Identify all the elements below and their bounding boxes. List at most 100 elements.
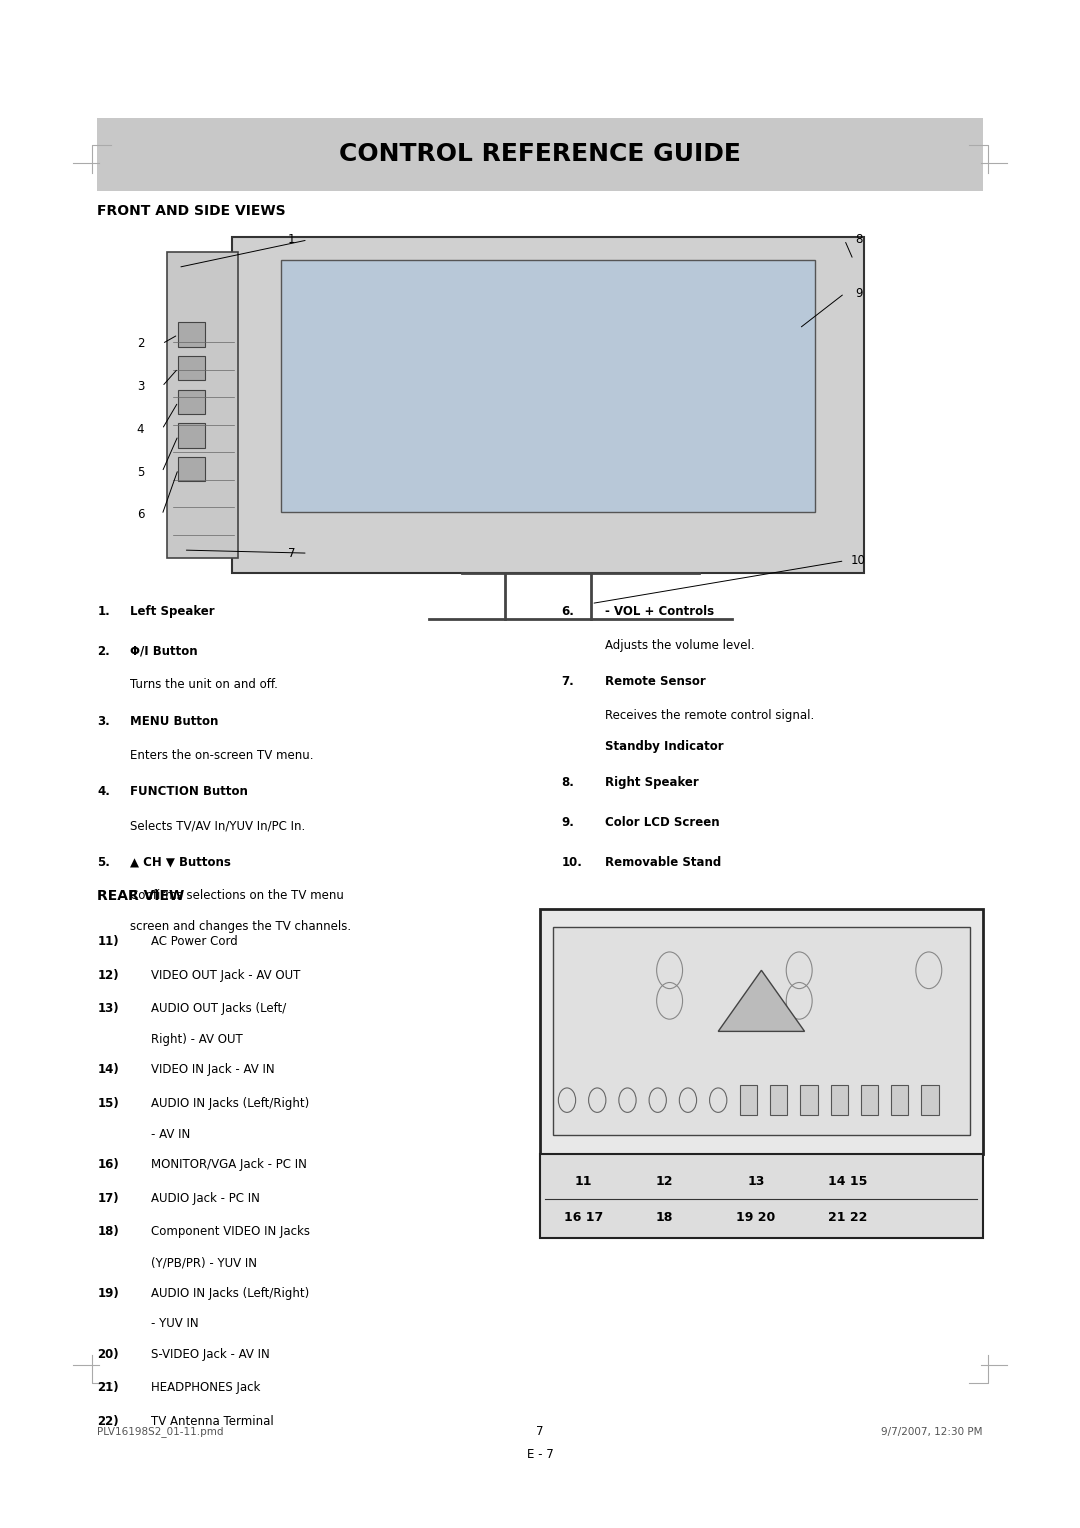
- Text: Selects TV/AV In/YUV In/PC In.: Selects TV/AV In/YUV In/PC In.: [130, 819, 305, 833]
- Text: 12: 12: [656, 1175, 673, 1187]
- Text: 18: 18: [656, 1212, 673, 1224]
- Text: CONTROL REFERENCE GUIDE: CONTROL REFERENCE GUIDE: [339, 142, 741, 165]
- Text: VIDEO OUT Jack - AV OUT: VIDEO OUT Jack - AV OUT: [151, 969, 300, 983]
- FancyBboxPatch shape: [921, 1085, 939, 1115]
- FancyBboxPatch shape: [553, 927, 970, 1135]
- Text: FRONT AND SIDE VIEWS: FRONT AND SIDE VIEWS: [97, 203, 286, 219]
- Text: REAR VIEW: REAR VIEW: [97, 889, 185, 903]
- Text: 2: 2: [137, 338, 144, 350]
- FancyBboxPatch shape: [178, 390, 205, 414]
- Text: 4.: 4.: [97, 785, 110, 799]
- Text: Receives the remote control signal.: Receives the remote control signal.: [605, 709, 814, 723]
- Text: Remote Sensor: Remote Sensor: [605, 675, 705, 689]
- FancyBboxPatch shape: [178, 457, 205, 481]
- Text: 11: 11: [575, 1175, 592, 1187]
- Text: AUDIO IN Jacks (Left/Right): AUDIO IN Jacks (Left/Right): [151, 1097, 310, 1111]
- Text: 9/7/2007, 12:30 PM: 9/7/2007, 12:30 PM: [881, 1427, 983, 1436]
- Text: 10: 10: [851, 555, 866, 567]
- FancyBboxPatch shape: [800, 1085, 818, 1115]
- FancyBboxPatch shape: [540, 1154, 983, 1238]
- Text: 17): 17): [97, 1192, 119, 1206]
- Text: 8.: 8.: [562, 776, 575, 790]
- Text: 1: 1: [288, 234, 295, 246]
- Text: - YUV IN: - YUV IN: [151, 1317, 199, 1331]
- Text: 7: 7: [288, 547, 295, 559]
- Text: 14 15: 14 15: [828, 1175, 867, 1187]
- FancyBboxPatch shape: [831, 1085, 848, 1115]
- Text: 16 17: 16 17: [564, 1212, 603, 1224]
- FancyBboxPatch shape: [770, 1085, 787, 1115]
- Text: 18): 18): [97, 1225, 119, 1239]
- Text: Right) - AV OUT: Right) - AV OUT: [151, 1033, 243, 1047]
- Text: 5.: 5.: [97, 856, 110, 869]
- Text: Enters the on-screen TV menu.: Enters the on-screen TV menu.: [130, 749, 313, 762]
- Text: 7: 7: [537, 1426, 543, 1438]
- Text: 15): 15): [97, 1097, 119, 1111]
- Text: 8: 8: [855, 234, 862, 246]
- FancyBboxPatch shape: [232, 237, 864, 573]
- FancyBboxPatch shape: [167, 252, 238, 558]
- Text: - AV IN: - AV IN: [151, 1128, 190, 1141]
- Text: 2.: 2.: [97, 645, 110, 659]
- Text: 12): 12): [97, 969, 119, 983]
- Text: MENU Button: MENU Button: [130, 715, 218, 729]
- Text: 19 20: 19 20: [737, 1212, 775, 1224]
- Text: 6: 6: [137, 509, 144, 521]
- Text: Color LCD Screen: Color LCD Screen: [605, 816, 719, 830]
- Text: Left Speaker: Left Speaker: [130, 605, 214, 619]
- Text: AUDIO IN Jacks (Left/Right): AUDIO IN Jacks (Left/Right): [151, 1287, 310, 1300]
- Text: Turns the unit on and off.: Turns the unit on and off.: [130, 678, 278, 692]
- Text: AUDIO OUT Jacks (Left/: AUDIO OUT Jacks (Left/: [151, 1002, 286, 1016]
- FancyBboxPatch shape: [540, 909, 983, 1154]
- Polygon shape: [718, 970, 805, 1031]
- Text: 3: 3: [137, 380, 144, 393]
- Text: FUNCTION Button: FUNCTION Button: [130, 785, 247, 799]
- Text: MONITOR/VGA Jack - PC IN: MONITOR/VGA Jack - PC IN: [151, 1158, 307, 1172]
- Text: Right Speaker: Right Speaker: [605, 776, 699, 790]
- Text: 6.: 6.: [562, 605, 575, 619]
- Text: AUDIO Jack - PC IN: AUDIO Jack - PC IN: [151, 1192, 260, 1206]
- FancyBboxPatch shape: [178, 322, 205, 347]
- FancyBboxPatch shape: [178, 356, 205, 380]
- Text: screen and changes the TV channels.: screen and changes the TV channels.: [130, 920, 351, 934]
- Text: 4: 4: [137, 423, 144, 435]
- Text: Removable Stand: Removable Stand: [605, 856, 721, 869]
- Text: TV Antenna Terminal: TV Antenna Terminal: [151, 1415, 274, 1429]
- Text: HEADPHONES Jack: HEADPHONES Jack: [151, 1381, 260, 1395]
- Text: VIDEO IN Jack - AV IN: VIDEO IN Jack - AV IN: [151, 1063, 274, 1077]
- FancyBboxPatch shape: [740, 1085, 757, 1115]
- FancyBboxPatch shape: [891, 1085, 908, 1115]
- Text: Component VIDEO IN Jacks: Component VIDEO IN Jacks: [151, 1225, 310, 1239]
- Text: 9: 9: [855, 287, 862, 299]
- Text: 19): 19): [97, 1287, 119, 1300]
- Text: 13): 13): [97, 1002, 119, 1016]
- Text: - VOL + Controls: - VOL + Controls: [605, 605, 714, 619]
- FancyBboxPatch shape: [97, 118, 983, 191]
- Text: E - 7: E - 7: [527, 1449, 553, 1461]
- Text: 10.: 10.: [562, 856, 582, 869]
- FancyBboxPatch shape: [178, 423, 205, 448]
- Text: 3.: 3.: [97, 715, 110, 729]
- Text: 16): 16): [97, 1158, 119, 1172]
- Text: 11): 11): [97, 935, 119, 949]
- Text: Φ/I Button: Φ/I Button: [130, 645, 198, 659]
- Text: 13: 13: [747, 1175, 765, 1187]
- Text: 1.: 1.: [97, 605, 110, 619]
- Text: 5: 5: [137, 466, 144, 478]
- Text: 22): 22): [97, 1415, 119, 1429]
- Text: S-VIDEO Jack - AV IN: S-VIDEO Jack - AV IN: [151, 1348, 270, 1361]
- Text: Adjusts the volume level.: Adjusts the volume level.: [605, 639, 755, 652]
- Text: ▲ CH ▼ Buttons: ▲ CH ▼ Buttons: [130, 856, 230, 869]
- FancyBboxPatch shape: [861, 1085, 878, 1115]
- FancyBboxPatch shape: [281, 260, 815, 512]
- Text: Standby Indicator: Standby Indicator: [605, 740, 724, 753]
- Text: (Y/PB/PR) - YUV IN: (Y/PB/PR) - YUV IN: [151, 1256, 257, 1270]
- Text: 7.: 7.: [562, 675, 575, 689]
- Text: 14): 14): [97, 1063, 119, 1077]
- Text: AC Power Cord: AC Power Cord: [151, 935, 238, 949]
- Text: Confirms selections on the TV menu: Confirms selections on the TV menu: [130, 889, 343, 903]
- Text: 21): 21): [97, 1381, 119, 1395]
- Text: 9.: 9.: [562, 816, 575, 830]
- Text: 21 22: 21 22: [828, 1212, 867, 1224]
- Text: 20): 20): [97, 1348, 119, 1361]
